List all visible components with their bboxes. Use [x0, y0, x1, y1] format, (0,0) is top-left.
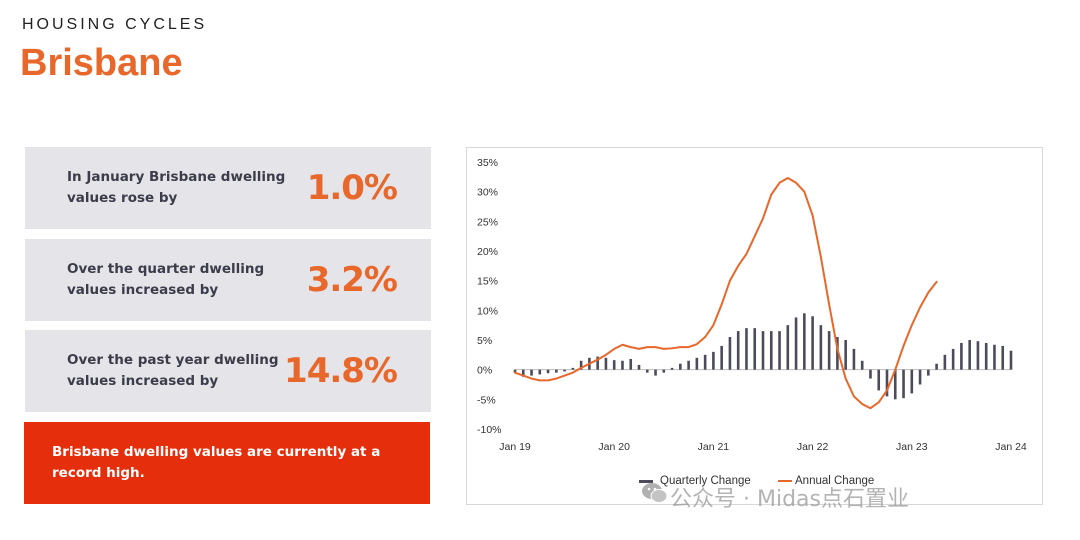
quarterly-change-bar: [976, 341, 980, 370]
quarterly-change-bar: [852, 348, 856, 370]
quarterly-change-bar: [885, 369, 889, 397]
y-tick-label: 0%: [477, 365, 492, 377]
quarterly-change-bar: [1001, 345, 1005, 370]
quarterly-change-bar: [935, 363, 938, 370]
y-tick-label: 25%: [477, 216, 498, 228]
page-title: Brisbane: [20, 42, 183, 84]
quarterly-change-bar: [604, 357, 608, 370]
quarterly-change-bar: [538, 369, 542, 375]
annual-change-line: [514, 177, 938, 410]
wechat-icon: [642, 483, 668, 503]
quarterly-change-bar: [563, 369, 566, 372]
legend-label-quarterly: Quarterly Change: [660, 475, 751, 487]
quarterly-change-bar: [993, 344, 996, 370]
quarterly-change-bar: [769, 331, 773, 370]
quarterly-change-bar: [728, 337, 732, 370]
quarterly-change-bar: [761, 331, 765, 370]
housing-change-chart: 35% 30% 25% 20% 15% 10% 5% 0% -5% -10% Jan 19 Jan 2…: [477, 157, 1027, 487]
quarterly-change-bar: [720, 345, 723, 370]
y-tick-label: -5%: [477, 394, 496, 406]
quarterly-change-bar: [918, 369, 922, 385]
stat-label-monthly: In January Brisbane dwelling values rose…: [67, 169, 286, 206]
quarterly-change-bar: [794, 317, 798, 370]
quarterly-change-bar: [662, 369, 666, 373]
quarterly-change-bar: [703, 354, 707, 370]
quarterly-change-bar: [860, 360, 864, 370]
stat-value-quarterly: 3.2%: [306, 260, 398, 300]
watermark-text: 公众号 · Midas点石置业: [670, 487, 909, 512]
quarterly-change-bar: [902, 369, 905, 399]
stat-value-monthly: 1.0%: [306, 168, 398, 208]
quarterly-change-bar: [513, 369, 517, 373]
quarterly-change-bar: [571, 367, 575, 370]
stat-label-annual: Over the past year dwelling values incre…: [67, 352, 279, 389]
quarterly-change-bar: [869, 369, 872, 379]
quarterly-change-bar: [943, 354, 947, 370]
stat-card-annual: Over the past year dwelling values incre…: [25, 330, 431, 412]
quarterly-change-bar: [836, 337, 839, 370]
stat-value-annual: 14.8%: [284, 351, 398, 391]
quarterly-change-bar: [736, 331, 740, 370]
quarterly-change-bar: [712, 351, 715, 370]
quarterly-change-bar: [786, 325, 790, 370]
quarterly-change-bar: [960, 342, 963, 370]
quarterly-change-bar: [629, 358, 633, 370]
quarterly-change-bar: [555, 369, 558, 373]
quarterly-change-bar: [612, 360, 616, 370]
quarterly-change-bar: [695, 357, 699, 370]
quarterly-change-bar: [637, 364, 641, 370]
quarterly-change-bar: [654, 369, 657, 376]
section-kicker: HOUSING CYCLES: [22, 16, 208, 33]
quarterly-change-bar: [521, 369, 525, 377]
quarterly-change-bar: [927, 369, 930, 376]
quarterly-change-bar: [579, 360, 583, 370]
quarterly-change-bar: [811, 316, 814, 370]
quarterly-change-bar: [844, 340, 847, 370]
quarterly-change-bar: [645, 369, 649, 373]
x-tick-label: Jan 19: [499, 441, 531, 453]
stat-label-quarterly: Over the quarter dwelling values increas…: [67, 261, 265, 298]
quarterly-change-bar: [546, 369, 550, 374]
quarterly-change-bar: [621, 360, 624, 370]
quarterly-change-bar: [745, 328, 748, 370]
quarterly-change-bar: [984, 342, 988, 370]
x-tick-label: Jan 21: [698, 441, 730, 453]
x-tick-label: Jan 23: [896, 441, 928, 453]
legend-swatch-quarterly: [639, 480, 653, 483]
quarterly-change-bar: [910, 369, 914, 394]
quarterly-change-bar: [778, 331, 781, 370]
stat-card-monthly: In January Brisbane dwelling values rose…: [25, 147, 431, 229]
quarterly-change-bar: [1009, 350, 1013, 370]
quarterly-change-bar: [679, 363, 682, 370]
quarterly-change-bar: [877, 369, 881, 391]
x-tick-label: Jan 20: [598, 441, 630, 453]
y-tick-label: 20%: [477, 246, 498, 258]
quarterly-change-bar: [968, 340, 971, 370]
y-tick-label: -10%: [477, 424, 502, 436]
x-tick-label: Jan 22: [797, 441, 829, 453]
y-tick-label: 10%: [477, 305, 498, 317]
quarterly-change-bar: [827, 331, 831, 370]
chart-container: 35% 30% 25% 20% 15% 10% 5% 0% -5% -10% Jan 19 Jan 2…: [466, 147, 1043, 505]
record-high-text: Brisbane dwelling values are currently a…: [52, 444, 381, 481]
y-tick-label: 35%: [477, 157, 498, 169]
stat-card-quarterly: Over the quarter dwelling values increas…: [25, 239, 431, 321]
record-high-banner: Brisbane dwelling values are currently a…: [24, 422, 430, 504]
x-tick-label: Jan 24: [995, 441, 1027, 453]
y-tick-label: 15%: [477, 276, 498, 288]
legend-label-annual: Annual Change: [795, 475, 874, 487]
quarterly-change-bar: [670, 367, 674, 370]
quarterly-change-bar: [803, 313, 806, 370]
quarterly-change-bar: [530, 369, 533, 376]
quarterly-change-bar: [596, 356, 599, 370]
quarterly-change-bar: [893, 369, 897, 400]
quarterly-change-bar: [951, 348, 955, 370]
y-tick-label: 30%: [477, 187, 498, 199]
y-tick-label: 5%: [477, 335, 492, 347]
quarterly-change-bar: [819, 325, 823, 370]
quarterly-change-bar: [687, 360, 690, 370]
quarterly-change-bar: [753, 328, 757, 370]
